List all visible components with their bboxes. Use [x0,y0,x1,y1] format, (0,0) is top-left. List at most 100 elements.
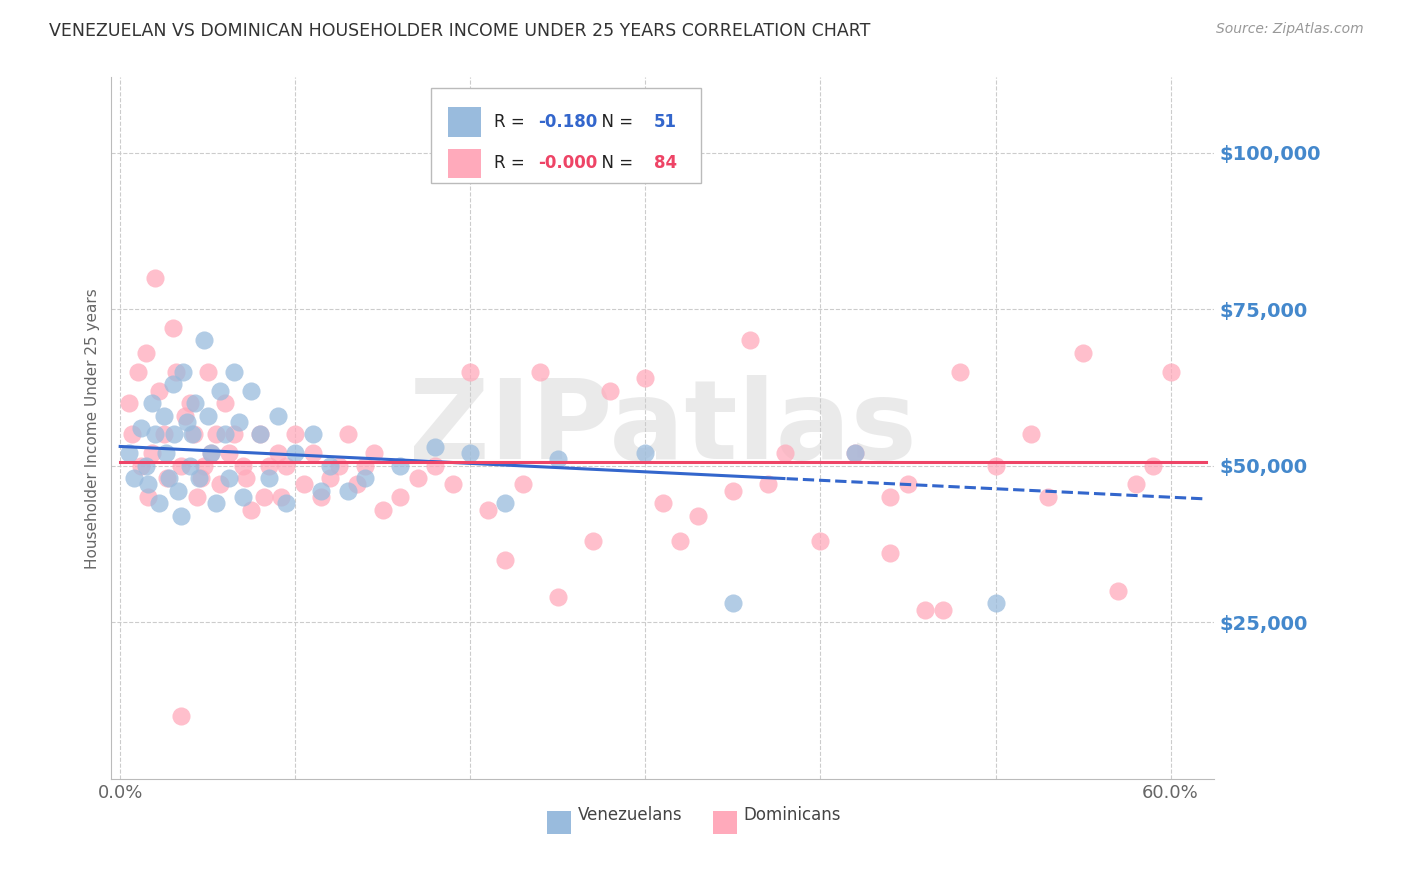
Point [1107,584,1129,599]
Point [148,496,170,510]
Point [170,709,193,723]
Text: 51: 51 [654,113,678,131]
Point [200,446,222,460]
Point [249,427,271,442]
Bar [547,811,571,833]
Point [218,446,240,460]
Point [1036,490,1059,504]
Point [121,427,143,442]
FancyBboxPatch shape [432,88,702,183]
Point [389,490,412,504]
Point [118,396,141,410]
Point [118,446,141,460]
Point [184,396,207,410]
Point [214,396,236,410]
Point [721,597,744,611]
Bar [447,149,481,178]
Point [187,471,209,485]
Text: VENEZUELAN VS DOMINICAN HOUSEHOLDER INCOME UNDER 25 YEARS CORRELATION CHART: VENEZUELAN VS DOMINICAN HOUSEHOLDER INCO… [49,22,870,40]
Point [127,365,149,379]
Point [354,458,377,473]
Bar [713,811,737,833]
Point [1142,458,1164,473]
Point [425,458,447,473]
Point [354,471,377,485]
Point [129,458,152,473]
Point [292,477,315,491]
Point [477,502,499,516]
Point [214,427,236,442]
Point [810,533,832,548]
Point [208,384,231,398]
Text: -0.000: -0.000 [538,154,598,172]
Point [240,502,263,516]
Text: ZIPatlas: ZIPatlas [409,375,917,482]
Point [153,409,176,423]
Point [141,396,163,410]
Point [136,477,159,491]
Point [222,427,245,442]
Point [1160,365,1182,379]
Point [441,477,464,491]
Point [879,490,901,504]
Point [162,377,184,392]
Point [197,409,219,423]
Point [319,471,342,485]
Point [336,483,359,498]
Text: N =: N = [591,113,638,131]
Point [129,421,152,435]
Point [301,427,323,442]
Point [897,477,920,491]
Point [163,427,186,442]
Point [205,427,228,442]
Point [276,458,298,473]
Point [208,477,231,491]
Y-axis label: Householder Income Under 25 years: Householder Income Under 25 years [86,288,100,568]
Point [143,270,166,285]
Point [228,415,250,429]
Point [197,365,219,379]
Point [879,546,901,560]
Point [170,458,193,473]
Point [547,452,569,467]
Point [155,446,177,460]
Point [190,471,212,485]
Point [1019,427,1042,442]
Point [200,446,222,460]
Point [301,446,323,460]
Point [686,508,709,523]
Point [240,384,263,398]
Point [276,496,298,510]
Text: Venezuelans: Venezuelans [578,806,682,824]
Point [193,458,215,473]
Point [634,371,657,385]
Point [193,334,215,348]
Point [634,446,657,460]
Point [336,427,359,442]
Text: N =: N = [591,154,638,172]
Point [183,427,205,442]
Point [270,490,292,504]
Point [253,490,276,504]
Point [232,490,254,504]
Point [844,446,866,460]
Point [136,490,159,504]
Point [949,365,972,379]
Point [249,427,271,442]
Text: R =: R = [494,154,530,172]
Point [721,483,744,498]
Text: 84: 84 [654,154,678,172]
Point [267,409,290,423]
Point [458,446,481,460]
Point [257,471,280,485]
Point [222,365,245,379]
Point [205,496,228,510]
Point [363,446,385,460]
Point [494,552,516,566]
Point [165,365,187,379]
Point [406,471,429,485]
Point [311,490,333,504]
Point [389,458,412,473]
Point [174,409,197,423]
Point [932,603,955,617]
